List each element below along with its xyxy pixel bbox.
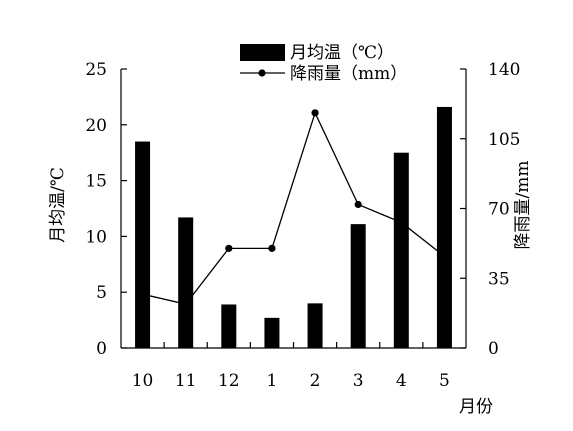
x-tick-label-3: 3	[353, 371, 364, 391]
rainfall-point-3	[354, 200, 362, 209]
x-axis: 10 11 12 1 2 3 4 5	[132, 342, 450, 391]
rainfall-point-1	[268, 244, 276, 252]
bar-1	[264, 317, 280, 348]
left-axis-title: 月均温/℃	[48, 167, 68, 243]
left-tick-label-15: 15	[85, 172, 107, 192]
legend-bar-swatch	[240, 44, 285, 61]
x-tick-label-1: 1	[267, 371, 278, 391]
bars-group	[135, 106, 452, 348]
legend: 月均温（℃） 降雨量（mm）	[240, 43, 407, 84]
bar-2	[307, 303, 323, 348]
left-tick-label-20: 20	[85, 116, 107, 136]
plot-frame	[120, 69, 467, 349]
right-tick-label-35: 35	[488, 269, 510, 289]
bar-11	[178, 217, 194, 348]
x-tick-label-5: 5	[439, 371, 450, 391]
left-tick-label-0: 0	[96, 339, 107, 359]
left-tick-label-25: 25	[85, 60, 107, 80]
right-axis-title: 降雨量/mm	[513, 161, 533, 250]
left-axis: 0 5 10 15 20 25	[85, 60, 127, 359]
rainfall-line	[142, 111, 445, 305]
x-tick-label-2: 2	[310, 371, 321, 391]
rainfall-point-11	[182, 300, 190, 308]
x-tick-label-10: 10	[132, 371, 154, 391]
bar-10	[135, 141, 151, 348]
left-tick-label-10: 10	[85, 227, 107, 247]
x-tick-label-11: 11	[175, 371, 197, 391]
legend-line-marker	[258, 69, 266, 77]
right-tick-label-0: 0	[488, 339, 499, 359]
right-tick-label-140: 140	[488, 60, 520, 80]
left-tick-label-5: 5	[96, 283, 107, 303]
right-axis: 0 35 70 105 140	[460, 60, 520, 359]
rainfall-point-4	[397, 218, 405, 227]
line-group	[142, 109, 445, 308]
right-tick-label-70: 70	[488, 200, 510, 220]
legend-bar-label: 月均温（℃）	[290, 43, 394, 63]
rainfall-point-12	[225, 244, 233, 252]
bar-3	[350, 224, 366, 348]
rainfall-point-2	[311, 109, 319, 117]
x-tick-label-4: 4	[396, 371, 407, 391]
legend-line-label: 降雨量（mm）	[290, 64, 407, 84]
x-axis-title: 月份	[459, 397, 493, 417]
bar-12	[221, 304, 237, 348]
x-tick-label-12: 12	[218, 371, 240, 391]
right-tick-label-105: 105	[488, 130, 520, 150]
bar-4	[393, 152, 409, 348]
bar-5	[436, 106, 452, 348]
